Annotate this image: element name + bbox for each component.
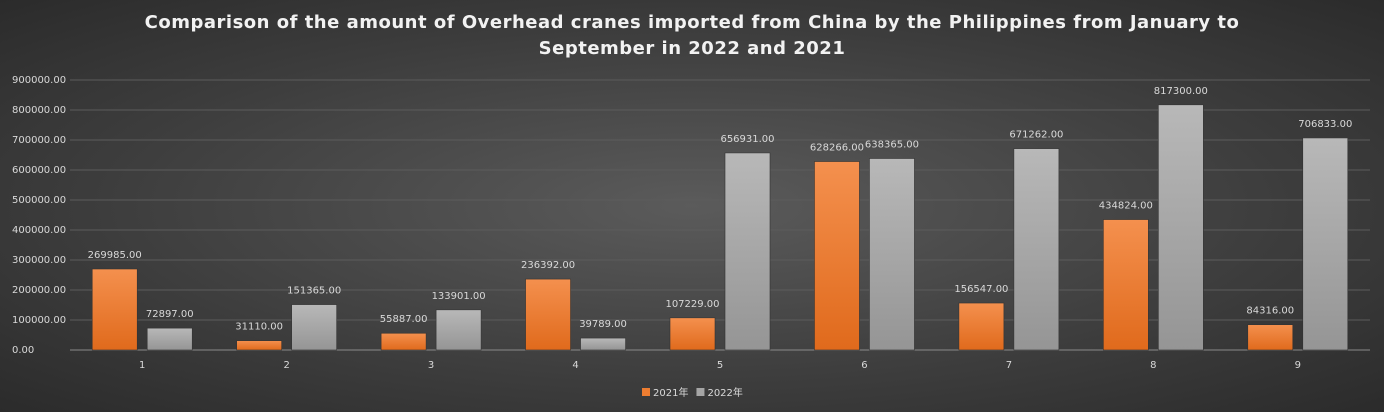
value-label: 817300.00 — [1154, 86, 1208, 97]
bar — [91, 268, 138, 351]
legend-label: 2021年 — [653, 386, 688, 399]
value-label: 156547.00 — [954, 284, 1008, 295]
bar — [380, 332, 427, 351]
value-label: 269985.00 — [88, 250, 142, 261]
value-label: 133901.00 — [432, 291, 486, 302]
y-tick-label: 200000.00 — [12, 285, 66, 296]
x-tick-label: 1 — [139, 360, 145, 371]
bar — [435, 309, 482, 351]
value-label: 72897.00 — [146, 309, 194, 320]
bar — [669, 317, 716, 351]
value-label: 434824.00 — [1099, 201, 1153, 212]
y-tick-label: 0.00 — [12, 345, 34, 356]
bar — [814, 161, 860, 351]
bar — [724, 152, 771, 351]
value-label: 671262.00 — [1009, 130, 1063, 141]
value-label: 638365.00 — [865, 139, 919, 150]
y-tick-label: 600000.00 — [12, 165, 66, 176]
legend-swatch — [696, 388, 705, 396]
x-tick-label: 7 — [1006, 360, 1012, 371]
bar — [869, 158, 915, 351]
bar — [236, 340, 282, 351]
y-tick-label: 700000.00 — [12, 135, 66, 146]
bar — [958, 302, 1005, 351]
legend-label: 2022年 — [707, 386, 742, 399]
bar — [525, 278, 571, 351]
value-label: 107229.00 — [665, 299, 719, 310]
x-tick-label: 4 — [572, 360, 578, 371]
value-label: 31110.00 — [235, 322, 283, 333]
x-tick-label: 2 — [283, 360, 289, 371]
y-tick-label: 300000.00 — [12, 255, 66, 266]
legend-swatch — [642, 388, 650, 396]
value-label: 628266.00 — [810, 143, 864, 154]
bar — [1247, 324, 1294, 351]
x-tick-label: 3 — [428, 360, 434, 371]
x-tick-label: 8 — [1150, 360, 1156, 371]
bar — [291, 304, 337, 351]
chart-title: Comparison of the amount of Overhead cra… — [144, 12, 1240, 59]
bar — [1158, 104, 1204, 351]
value-label: 236392.00 — [521, 260, 575, 271]
value-label: 151365.00 — [287, 286, 341, 297]
y-tick-label: 900000.00 — [12, 75, 66, 86]
x-tick-label: 5 — [717, 360, 723, 371]
value-label: 656931.00 — [720, 134, 774, 145]
x-tick-label: 6 — [861, 360, 867, 371]
bar — [1302, 137, 1349, 351]
bar — [1103, 219, 1149, 351]
value-label: 84316.00 — [1246, 306, 1294, 317]
bar — [146, 327, 193, 351]
bar — [580, 337, 626, 351]
x-tick-label: 9 — [1295, 360, 1301, 371]
y-tick-label: 400000.00 — [12, 225, 66, 236]
value-label: 706833.00 — [1298, 119, 1352, 130]
y-tick-label: 100000.00 — [12, 315, 66, 326]
y-tick-label: 500000.00 — [12, 195, 66, 206]
value-label: 55887.00 — [380, 314, 428, 325]
value-label: 39789.00 — [579, 319, 627, 330]
y-tick-label: 800000.00 — [12, 105, 66, 116]
bar — [1013, 148, 1060, 351]
